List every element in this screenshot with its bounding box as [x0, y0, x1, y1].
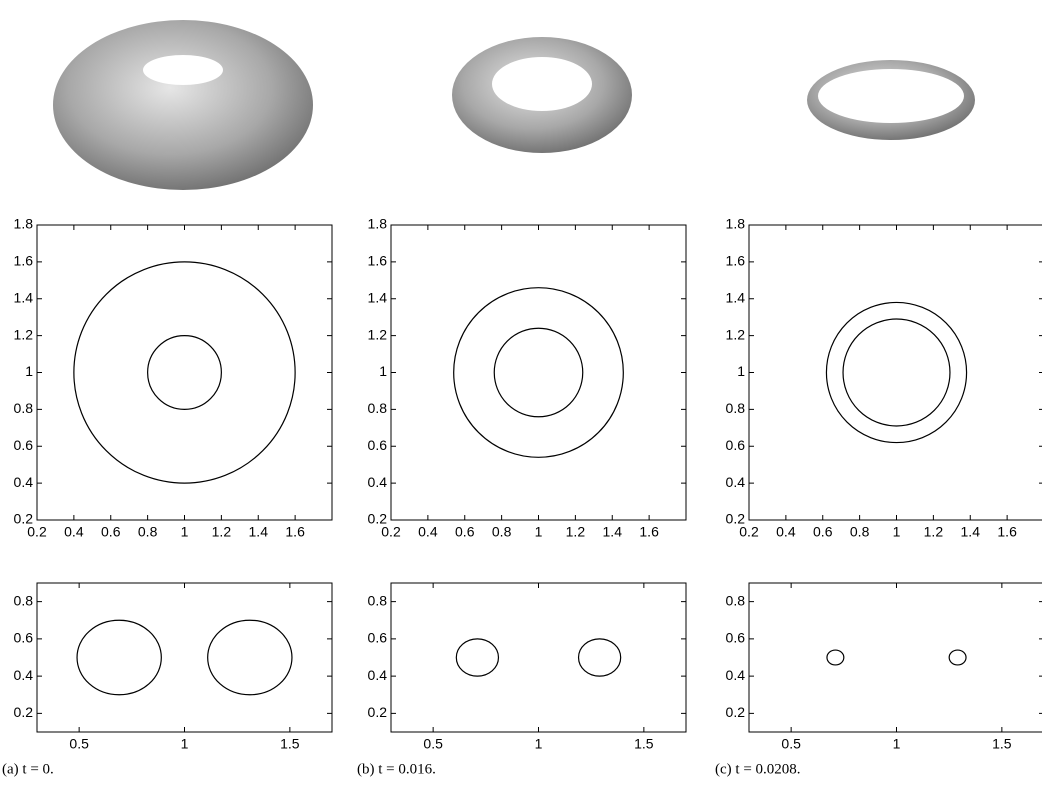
y-tick-label: 1: [737, 363, 745, 379]
x-tick-label: 1.4: [961, 524, 981, 540]
contour: [843, 319, 950, 426]
x-tick-label: 1.5: [992, 736, 1012, 752]
x-tick-label: 1: [893, 524, 901, 540]
x-tick-label: 1: [893, 736, 901, 752]
y-tick-label: 1.6: [14, 253, 34, 269]
axes-box: [37, 583, 332, 732]
x-tick-label: 0.4: [64, 524, 84, 540]
y-tick-label: 0.2: [726, 511, 746, 527]
contour: [77, 620, 161, 695]
contour: [454, 288, 624, 458]
y-tick-label: 0.6: [368, 630, 388, 646]
y-tick-label: 1.2: [726, 326, 746, 342]
contour: [208, 620, 292, 695]
figure: 0.2 0.4 0.6 0.8 1 1.2 1.4 1.6 0.2 0.4 0.6 0.8 1 1.2 1.…: [0, 0, 1042, 783]
y-tick-label: 1.2: [14, 326, 34, 342]
y-tick-label: 1.8: [726, 216, 746, 232]
x-tick-label: 1.4: [249, 524, 269, 540]
y-tick-label: 0.2: [368, 704, 388, 720]
axes-box: [391, 225, 686, 520]
caption: (a) t = 0.: [2, 761, 54, 777]
y-tick-label: 1.4: [368, 289, 388, 305]
x-tick-label: 1.4: [603, 524, 623, 540]
y-tick-label: 0.6: [368, 437, 388, 453]
x-tick-label: 0.8: [850, 524, 870, 540]
x-tick-label: 0.6: [455, 524, 475, 540]
y-tick-label: 0.4: [368, 667, 388, 683]
y-tick-label: 0.8: [14, 592, 34, 608]
x-tick-label: 0.8: [492, 524, 512, 540]
caption: (b) t = 0.016.: [357, 761, 436, 777]
axes-box: [37, 225, 332, 520]
y-tick-label: 0.2: [726, 704, 746, 720]
contour: [74, 262, 295, 483]
x-tick-label: 1: [535, 736, 543, 752]
x-tick-label: 1.6: [639, 524, 659, 540]
x-tick-label: 1.5: [634, 736, 654, 752]
x-tick-label: 1: [181, 736, 189, 752]
caption: (c) t = 0.0208.: [715, 761, 801, 777]
y-tick-label: 1.8: [368, 216, 388, 232]
axes-box: [749, 583, 1042, 732]
y-tick-label: 0.4: [726, 667, 746, 683]
y-tick-label: 0.8: [14, 400, 34, 416]
page: 0.2 0.4 0.6 0.8 1 1.2 1.4 1.6 0.2 0.4 0.6 0.8 1 1.2 1.…: [0, 0, 1042, 783]
y-tick-label: 0.4: [726, 474, 746, 490]
axes-box: [749, 225, 1042, 520]
contour: [494, 328, 583, 417]
x-tick-label: 1.2: [924, 524, 944, 540]
y-tick-label: 1.8: [14, 216, 34, 232]
y-tick-label: 0.4: [14, 474, 34, 490]
x-tick-label: 1.6: [997, 524, 1017, 540]
x-tick-label: 0.6: [101, 524, 121, 540]
y-tick-label: 0.8: [726, 592, 746, 608]
x-tick-label: 0.4: [776, 524, 796, 540]
contour: [579, 639, 621, 676]
contour: [148, 336, 222, 410]
x-tick-label: 1.2: [212, 524, 232, 540]
x-tick-label: 0.6: [813, 524, 833, 540]
y-tick-label: 0.4: [14, 667, 34, 683]
y-tick-label: 1.2: [368, 326, 388, 342]
x-tick-label: 0.5: [423, 736, 443, 752]
y-tick-label: 0.2: [14, 511, 34, 527]
x-tick-label: 0.5: [69, 736, 89, 752]
x-tick-label: 1.2: [566, 524, 586, 540]
torus-render: [53, 20, 975, 190]
y-tick-label: 1.4: [726, 289, 746, 305]
y-tick-label: 0.2: [14, 704, 34, 720]
x-tick-label: 1.6: [285, 524, 305, 540]
axes-box: [391, 583, 686, 732]
y-tick-label: 0.6: [726, 630, 746, 646]
x-tick-label: 1: [181, 524, 189, 540]
y-tick-label: 1.6: [726, 253, 746, 269]
contour: [827, 650, 844, 665]
y-tick-label: 0.6: [726, 437, 746, 453]
y-tick-label: 1: [25, 363, 33, 379]
y-tick-label: 0.8: [726, 400, 746, 416]
y-tick-label: 0.6: [14, 437, 34, 453]
x-tick-label: 1: [535, 524, 543, 540]
y-tick-label: 1.4: [14, 289, 34, 305]
y-tick-label: 0.6: [14, 630, 34, 646]
y-tick-label: 1.6: [368, 253, 388, 269]
contour: [949, 650, 966, 665]
x-tick-label: 0.4: [418, 524, 438, 540]
x-tick-label: 0.8: [138, 524, 158, 540]
y-tick-label: 0.4: [368, 474, 388, 490]
contour: [456, 639, 498, 676]
y-tick-label: 1: [379, 363, 387, 379]
y-tick-label: 0.8: [368, 400, 388, 416]
y-tick-label: 0.2: [368, 511, 388, 527]
contour: [826, 302, 966, 442]
y-tick-label: 0.8: [368, 592, 388, 608]
x-tick-label: 1.5: [280, 736, 300, 752]
x-tick-label: 0.5: [781, 736, 801, 752]
